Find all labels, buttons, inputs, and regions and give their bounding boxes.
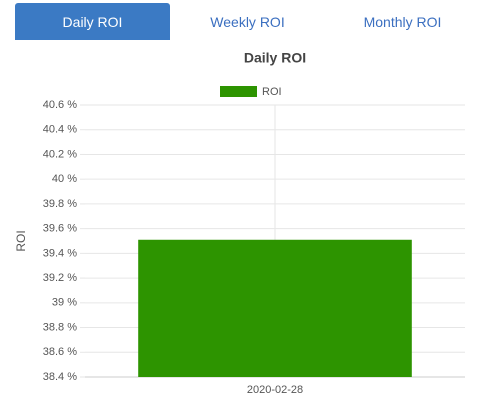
y-tick-label: 38.6 % <box>43 346 77 358</box>
y-axis-label: ROI <box>14 230 28 251</box>
y-tick-label: 39.2 % <box>43 272 77 284</box>
y-tick-label: 40.4 % <box>43 124 77 136</box>
bar <box>138 240 412 377</box>
y-tick-label: 39 % <box>52 297 77 309</box>
y-tick-label: 40.6 % <box>43 99 77 111</box>
x-tick-label: 2020-02-28 <box>247 384 303 396</box>
y-tick-label: 40.2 % <box>43 148 77 160</box>
chart-title: Daily ROI <box>244 50 306 66</box>
y-tick-label: 39.6 % <box>43 223 77 235</box>
legend-swatch <box>220 86 257 97</box>
legend-label: ROI <box>262 86 282 98</box>
y-tick-label: 40 % <box>52 173 77 185</box>
y-tick-label: 38.8 % <box>43 321 77 333</box>
y-tick-label: 39.8 % <box>43 198 77 210</box>
y-tick-label: 38.4 % <box>43 371 77 383</box>
y-tick-label: 39.4 % <box>43 247 77 259</box>
